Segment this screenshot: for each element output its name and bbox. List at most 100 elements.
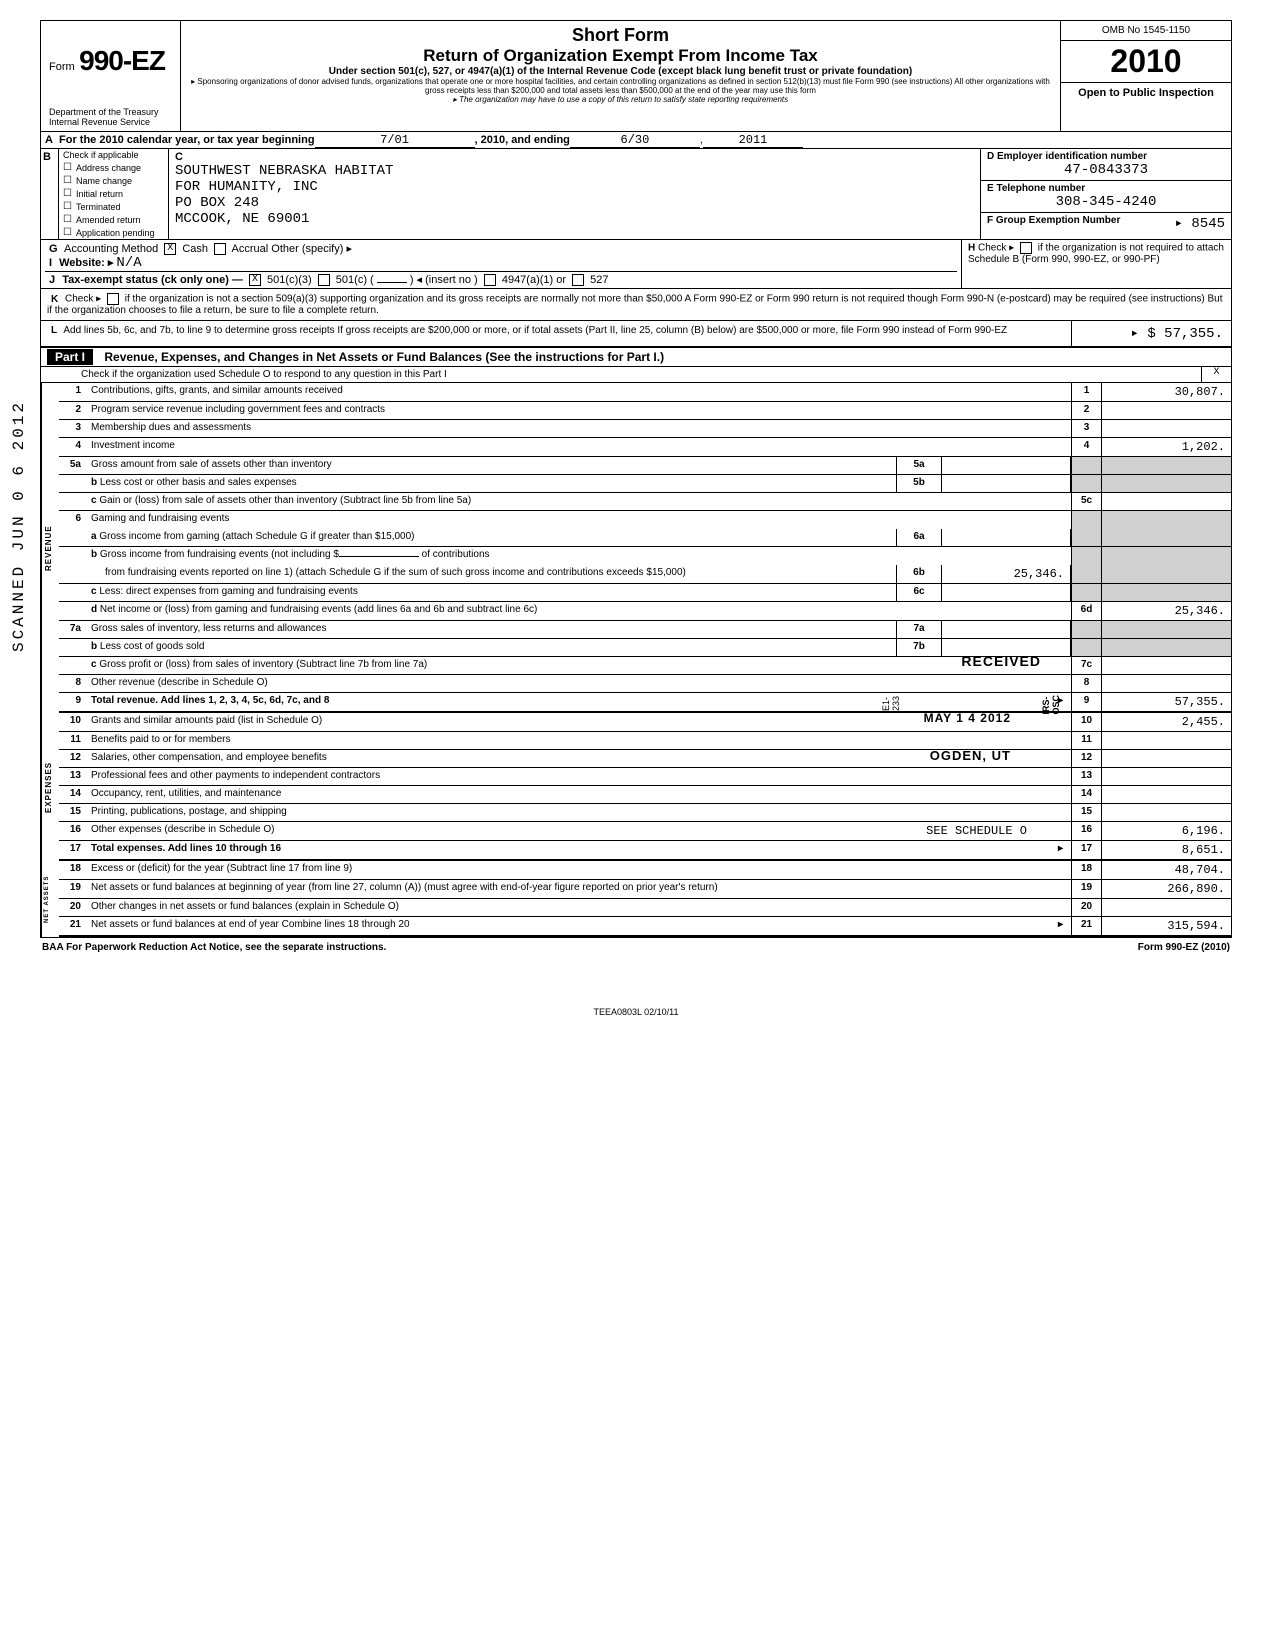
line-6a-subval xyxy=(941,529,1071,546)
check-cash[interactable]: X xyxy=(164,243,176,255)
form-label: Form xyxy=(49,61,75,73)
label-a: A xyxy=(41,132,59,148)
line-8-val xyxy=(1101,675,1231,692)
label-j: J xyxy=(45,272,59,288)
col-c: C SOUTHWEST NEBRASKA HABITAT FOR HUMANIT… xyxy=(169,149,981,239)
line-2-box: 2 xyxy=(1071,402,1101,419)
check-k[interactable] xyxy=(107,293,119,305)
line-7b: b Less cost of goods sold 7b xyxy=(59,639,1231,657)
line-6d-box: 6d xyxy=(1071,602,1101,620)
line-10-num: 10 xyxy=(59,713,87,731)
line-5b-sub: 5b xyxy=(896,475,941,492)
check-address-change[interactable]: Address change xyxy=(59,161,168,174)
check-amended-return[interactable]: Amended return xyxy=(59,213,168,226)
4947-label: 4947(a)(1) or xyxy=(502,274,566,286)
line-14-box: 14 xyxy=(1071,786,1101,803)
line-1-box: 1 xyxy=(1071,383,1101,401)
check-accrual[interactable] xyxy=(214,243,226,255)
line-19-val: 266,890. xyxy=(1101,880,1231,898)
line-5c-num xyxy=(59,493,87,510)
line-8-num: 8 xyxy=(59,675,87,692)
line-3-box: 3 xyxy=(1071,420,1101,437)
line-8-desc: Other revenue (describe in Schedule O) xyxy=(87,675,1071,692)
line-5c-val xyxy=(1101,493,1231,510)
line-6b-subval: 25,346. xyxy=(941,565,1071,583)
label-c: C xyxy=(175,151,974,163)
line-7a-gray-val xyxy=(1101,621,1231,638)
line-12-desc: Salaries, other compensation, and employ… xyxy=(91,752,327,763)
label-i: I xyxy=(45,255,56,271)
line-6d-num xyxy=(59,602,87,620)
check-501c[interactable] xyxy=(318,274,330,286)
line-13-num: 13 xyxy=(59,768,87,785)
line-4-desc: Investment income xyxy=(87,438,1071,456)
line-6a-sub: 6a xyxy=(896,529,941,546)
check-4947[interactable] xyxy=(484,274,496,286)
check-terminated[interactable]: Terminated xyxy=(59,200,168,213)
line-15-num: 15 xyxy=(59,804,87,821)
line-9-val: 57,355. xyxy=(1101,693,1231,711)
line-20-box: 20 xyxy=(1071,899,1101,916)
line-13-box: 13 xyxy=(1071,768,1101,785)
line-8: 8 Other revenue (describe in Schedule O)… xyxy=(59,675,1231,693)
line-5b-num xyxy=(59,475,87,492)
line-14: 14 Occupancy, rent, utilities, and maint… xyxy=(59,786,1231,804)
line-21-val: 315,594. xyxy=(1101,917,1231,935)
row-a-text: For the 2010 calendar year, or tax year … xyxy=(59,134,315,146)
line-5b-gray xyxy=(1071,475,1101,492)
check-501c3[interactable]: X xyxy=(249,274,261,286)
check-527[interactable] xyxy=(572,274,584,286)
line-6c-num xyxy=(59,584,87,601)
line-6-gray-val xyxy=(1101,511,1231,529)
part-1-header: Part I Revenue, Expenses, and Changes in… xyxy=(41,348,1231,367)
omb-number: OMB No 1545-1150 xyxy=(1061,21,1231,41)
accounting-method-label: Accounting Method xyxy=(64,243,158,255)
line-17-box: 17 xyxy=(1071,841,1101,859)
line-5c: c Gain or (loss) from sale of assets oth… xyxy=(59,493,1231,511)
501c-label: 501(c) ( xyxy=(336,274,374,286)
form-990ez: Form 990-EZ Department of the Treasury I… xyxy=(40,20,1232,938)
line-11: 11 Benefits paid to or for members 11 xyxy=(59,732,1231,750)
line-6c-subval xyxy=(941,584,1071,601)
line-17-num: 17 xyxy=(59,841,87,859)
line-7b-gray xyxy=(1071,639,1101,656)
line-16-val: 6,196. xyxy=(1101,822,1231,840)
line-12-num: 12 xyxy=(59,750,87,767)
check-initial-return[interactable]: Initial return xyxy=(59,187,168,200)
line-7b-sub: 7b xyxy=(896,639,941,656)
line-6b-num2 xyxy=(59,565,87,583)
tax-exempt-label: Tax-exempt status (ck only one) — xyxy=(62,274,243,286)
line-7c-num xyxy=(59,657,87,674)
line-5b-desc: Less cost or other basis and sales expen… xyxy=(100,477,297,488)
line-18-desc: Excess or (deficit) for the year (Subtra… xyxy=(87,861,1071,879)
line-11-box: 11 xyxy=(1071,732,1101,749)
line-5b: b Less cost or other basis and sales exp… xyxy=(59,475,1231,493)
e1-stamp: E1-233 xyxy=(881,695,901,711)
label-b: B xyxy=(41,149,59,239)
line-15-val xyxy=(1101,804,1231,821)
501c-insert: ) ◂ (insert no ) xyxy=(410,274,478,286)
line-11-num: 11 xyxy=(59,732,87,749)
check-application-pending[interactable]: Application pending xyxy=(59,226,168,239)
schedule-o-checkbox[interactable]: X xyxy=(1201,367,1231,382)
line-1: 1 Contributions, gifts, grants, and simi… xyxy=(59,383,1231,402)
line-18-val: 48,704. xyxy=(1101,861,1231,879)
line-10-val: 2,455. xyxy=(1101,713,1231,731)
line-14-val xyxy=(1101,786,1231,803)
line-1-desc: Contributions, gifts, grants, and simila… xyxy=(87,383,1071,401)
group-exemption-value: ▸ 8545 xyxy=(1175,215,1225,232)
check-if-applicable: Check if applicable xyxy=(59,149,168,161)
k-check-label: Check ▸ xyxy=(65,294,101,305)
netassets-section: NET ASSETS 18 Excess or (deficit) for th… xyxy=(41,861,1231,937)
line-6b-num xyxy=(59,547,87,565)
line-20-val xyxy=(1101,899,1231,916)
check-name-change[interactable]: Name change xyxy=(59,174,168,187)
ogden-stamp: OGDEN, UT xyxy=(930,748,1011,763)
org-name-1: SOUTHWEST NEBRASKA HABITAT xyxy=(175,163,974,179)
line-14-desc: Occupancy, rent, utilities, and maintena… xyxy=(87,786,1071,803)
line-6b-desc: Gross income from fundraising events (no… xyxy=(100,549,339,560)
revenue-side-label: REVENUE xyxy=(41,383,59,713)
line-21: 21 Net assets or fund balances at end of… xyxy=(59,917,1231,937)
check-h[interactable] xyxy=(1020,242,1032,254)
line-7a: 7a Gross sales of inventory, less return… xyxy=(59,621,1231,639)
